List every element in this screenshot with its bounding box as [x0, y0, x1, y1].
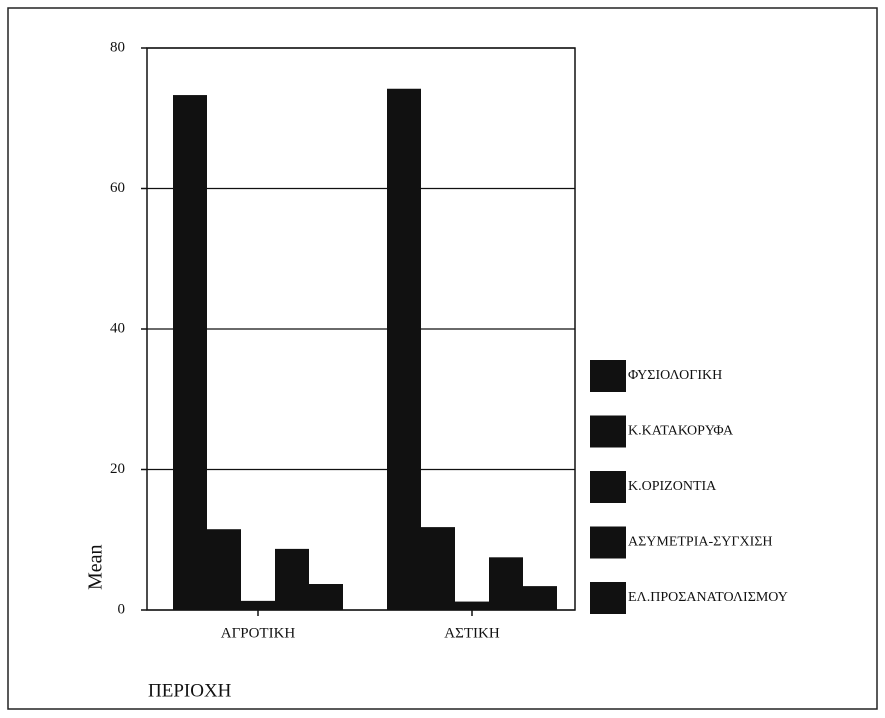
- bar: [309, 584, 343, 610]
- legend-swatch: [590, 415, 626, 448]
- y-tick-label: 80: [110, 39, 125, 55]
- x-tick-label: ΑΣΤΙΚΗ: [444, 625, 500, 641]
- bar: [489, 557, 523, 610]
- legend-swatch: [590, 360, 626, 392]
- x-axis-title: ΠΕΡΙΟΧΗ: [148, 680, 232, 701]
- legend-label: ΕΛ.ΠΡΟΣΑΝΑΤΟΛΙΣΜΟΥ: [628, 590, 788, 605]
- bar: [421, 527, 455, 610]
- legend-label: ΦΥΣΙΟΛΟΓΙΚΗ: [628, 368, 722, 383]
- legend-label: Κ.ΟΡΙΖΟΝΤΙΑ: [628, 479, 717, 494]
- y-tick-label: 40: [110, 320, 125, 336]
- bar: [275, 548, 309, 610]
- legend-swatch: [590, 471, 626, 503]
- y-tick-label: 0: [118, 601, 126, 617]
- bar: [455, 601, 489, 610]
- legend-label: ΑΣΥΜΕΤΡΙΑ-ΣΥΓΧΙΣΗ: [628, 535, 773, 550]
- x-tick-label: ΑΓΡΟΤΙΚΗ: [221, 625, 296, 641]
- bar: [207, 529, 241, 610]
- y-axis-title: Mean: [85, 544, 107, 590]
- bar: [173, 95, 207, 610]
- bar: [523, 586, 557, 610]
- legend-swatch: [590, 526, 626, 559]
- bar: [241, 600, 275, 610]
- y-tick-label: 60: [110, 180, 125, 196]
- legend-swatch: [590, 582, 626, 614]
- frame: [7, 7, 878, 710]
- bar: [387, 88, 421, 611]
- legend-label: Κ.ΚΑΤΑΚΟΡΥΦΑ: [628, 424, 734, 439]
- y-tick-label: 20: [110, 461, 125, 477]
